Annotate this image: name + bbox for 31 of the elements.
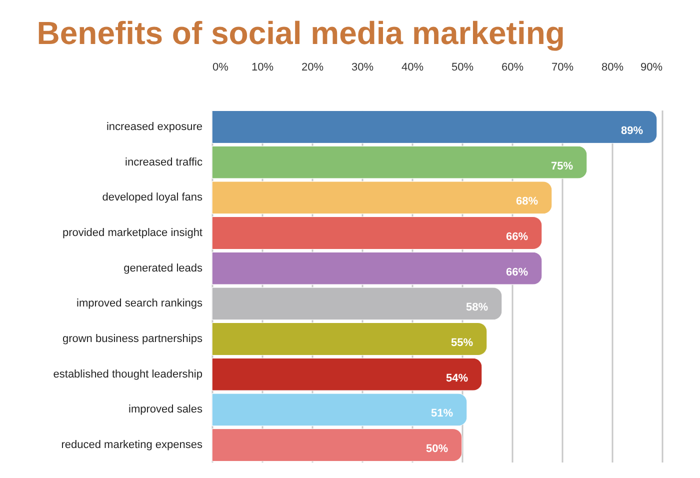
data-label: 50% (426, 443, 448, 456)
y-tick-label: established thought leadership (53, 368, 202, 380)
y-tick-label: increased exposure (106, 120, 202, 133)
y-tick-label: generated leads (124, 262, 203, 274)
y-tick-label: grown business partnerships (62, 333, 203, 346)
x-tick-label: 0% (212, 62, 229, 74)
data-label: 89% (620, 124, 644, 137)
x-tick-label: 90% (640, 62, 663, 74)
x-tick-label: 30% (351, 62, 374, 74)
data-label: 51% (430, 408, 454, 420)
data-label: 68% (516, 196, 538, 208)
data-label: 75% (550, 160, 574, 172)
data-label: 66% (506, 266, 528, 278)
x-tick-label: 50% (451, 62, 474, 74)
chart-title: Benefits of social media marketing (36, 15, 565, 51)
data-label: 66% (506, 230, 528, 243)
x-tick-label: 60% (501, 62, 524, 74)
x-tick-label: 70% (551, 62, 574, 74)
data-label: 55% (450, 337, 474, 350)
data-label: 54% (446, 372, 468, 384)
x-tick-label: 80% (601, 62, 624, 74)
y-tick-label: reduced marketing expenses (61, 439, 203, 452)
x-tick-label: 10% (251, 62, 274, 74)
y-tick-label: improved search rankings (76, 298, 203, 310)
data-label: 58% (466, 302, 488, 314)
x-tick-label: 40% (401, 62, 424, 74)
y-tick-label: developed loyal fans (102, 192, 203, 204)
x-tick-label: 20% (301, 62, 324, 74)
y-tick-label: improved sales (128, 404, 203, 416)
y-tick-label: increased traffic (125, 156, 203, 168)
y-tick-label: provided marketplace insight (62, 226, 202, 239)
